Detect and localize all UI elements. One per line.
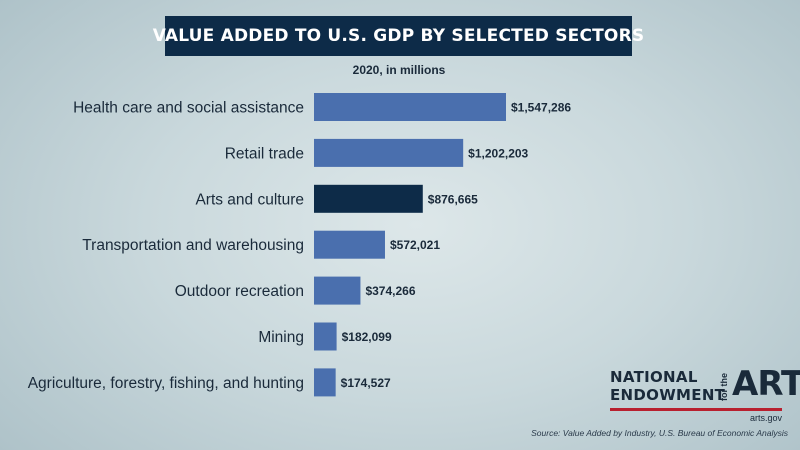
bar-4 <box>314 276 361 305</box>
source-note: Source: Value Added by Industry, U.S. Bu… <box>531 428 788 438</box>
category-label: Outdoor recreation <box>175 283 304 300</box>
bar-2 <box>314 184 423 213</box>
logo-for-the: for the <box>719 373 729 401</box>
logo-line-endowment: ENDOWMENT <box>610 386 726 404</box>
value-label: $1,547,286 <box>511 101 571 115</box>
category-label: Health care and social assistance <box>73 100 304 117</box>
bar-6 <box>314 368 336 397</box>
logo-red-rule <box>610 408 782 411</box>
value-label: $572,021 <box>390 238 440 252</box>
bar-1 <box>314 138 464 167</box>
category-label: Transportation and warehousing <box>82 237 304 254</box>
logo-arts: ARTS <box>732 364 800 404</box>
category-label: Arts and culture <box>195 191 304 208</box>
nea-logo: NATIONAL ENDOWMENT for the ARTS arts.gov <box>606 367 800 423</box>
bar-3 <box>314 230 385 259</box>
bar-0 <box>314 93 506 121</box>
value-label: $374,266 <box>365 284 415 298</box>
category-label: Mining <box>258 329 304 346</box>
logo-url: arts.gov <box>749 413 782 423</box>
category-label: Agriculture, forestry, fishing, and hunt… <box>28 375 304 392</box>
value-label: $876,665 <box>428 192 478 206</box>
bar-5 <box>314 322 337 351</box>
value-label: $174,527 <box>341 376 391 390</box>
logo-line-national: NATIONAL <box>610 368 698 386</box>
chart-title: VALUE ADDED TO U.S. GDP BY SELECTED SECT… <box>153 16 644 56</box>
category-label: Retail trade <box>225 145 304 162</box>
value-label: $1,202,203 <box>468 146 528 160</box>
value-label: $182,099 <box>342 330 392 344</box>
chart-subtitle: 2020, in millions <box>352 63 446 77</box>
